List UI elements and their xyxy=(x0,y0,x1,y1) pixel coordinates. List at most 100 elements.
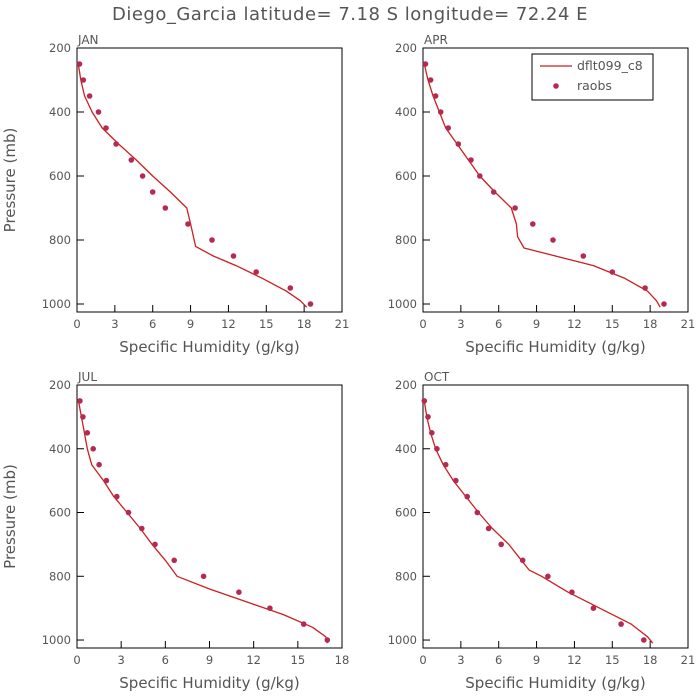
x-tick-label: 12 xyxy=(246,653,261,667)
obs-point xyxy=(139,525,145,532)
x-axis-title: Specific Humidity (g/kg) xyxy=(119,674,299,692)
obs-point xyxy=(445,125,452,131)
obs-point xyxy=(580,253,587,259)
legend: dflt099_c8 raobs xyxy=(531,53,654,101)
obs-point xyxy=(149,189,156,195)
x-tick-label: 0 xyxy=(73,653,80,667)
obs-point xyxy=(90,446,96,452)
obs-point xyxy=(442,461,449,468)
y-tick-label: 200 xyxy=(395,378,417,392)
x-tick-label: 0 xyxy=(73,317,80,331)
panel-jul: JUL 0 3 6 9 12 15 18 200 400 600 800 1000 Specific Hu… xyxy=(1,370,349,692)
x-tick-label: 3 xyxy=(111,317,118,331)
y-tick-label: 1000 xyxy=(388,633,417,647)
obs-point xyxy=(590,605,597,611)
x-tick-label: 6 xyxy=(495,653,502,667)
obs-point xyxy=(485,525,492,532)
x-tick-label: 6 xyxy=(162,653,169,667)
y-tick-label: 800 xyxy=(395,569,417,583)
obs-point xyxy=(434,446,440,452)
obs-point xyxy=(84,430,91,436)
obs-point xyxy=(468,157,474,163)
x-axis-title: Specific Humidity (g/kg) xyxy=(465,338,645,356)
y-tick-label: 200 xyxy=(49,41,71,55)
x-tick-label: 0 xyxy=(419,653,426,667)
y-tick-label: 400 xyxy=(49,442,71,456)
legend-box xyxy=(531,53,654,101)
obs-point xyxy=(429,430,435,436)
y-tick-label: 800 xyxy=(49,569,71,583)
x-tick-label: 18 xyxy=(335,653,350,667)
obs-point xyxy=(253,269,259,275)
obs-point xyxy=(152,541,158,548)
plot-frame xyxy=(76,384,343,649)
obs-point xyxy=(103,125,109,131)
panel-label: JAN xyxy=(77,33,99,47)
y-tick-label: 800 xyxy=(395,233,417,247)
plot-frame xyxy=(422,384,689,649)
obs-point xyxy=(287,285,294,291)
x-tick-label: 21 xyxy=(681,317,696,331)
figure-title: Diego_Garcia latitude= 7.18 S longitude=… xyxy=(112,4,588,25)
y-tick-label: 800 xyxy=(49,233,71,247)
y-tick-label: 400 xyxy=(49,105,71,119)
obs-point xyxy=(171,557,177,564)
legend-label-model: dflt099_c8 xyxy=(577,58,643,73)
obs-point xyxy=(114,493,120,500)
plot-frame xyxy=(76,47,343,313)
panel-oct: OCT 0 3 6 9 12 15 18 21 200 400 600 800 1000 Specific … xyxy=(388,370,696,692)
obs-point xyxy=(96,461,102,468)
obs-point xyxy=(103,477,110,484)
y-tick-label: 600 xyxy=(395,169,417,183)
panel-jan: JAN 0 3 6 9 12 15 18 21 200 400 600 800 1000 Specific … xyxy=(1,33,349,356)
obs-point xyxy=(200,573,207,580)
obs-point xyxy=(550,237,556,243)
obs-point xyxy=(422,61,429,67)
obs-point xyxy=(432,93,439,99)
obs-point xyxy=(618,621,624,627)
obs-point xyxy=(209,237,215,243)
x-axis-title: Specific Humidity (g/kg) xyxy=(465,674,645,692)
obs-point xyxy=(512,205,518,211)
obs-point xyxy=(125,509,132,516)
obs-point xyxy=(128,157,135,163)
x-axis-title: Specific Humidity (g/kg) xyxy=(119,338,299,356)
y-tick-label: 200 xyxy=(395,41,417,55)
obs-point xyxy=(569,589,575,595)
obs-point xyxy=(162,205,169,211)
obs-point xyxy=(498,541,505,548)
x-tick-label: 9 xyxy=(187,317,194,331)
obs-point xyxy=(139,173,146,179)
x-tick-label: 6 xyxy=(149,317,156,331)
obs-point xyxy=(185,221,191,227)
obs-point xyxy=(300,621,307,627)
y-tick-label: 600 xyxy=(49,169,71,183)
obs-point xyxy=(421,398,428,404)
y-tick-label: 600 xyxy=(395,506,417,520)
obs-point xyxy=(113,141,119,147)
y-tick-label: 1000 xyxy=(42,297,71,311)
obs-point xyxy=(530,221,536,227)
obs-point xyxy=(642,285,648,291)
obs-point xyxy=(609,269,616,275)
x-tick-label: 12 xyxy=(567,653,582,667)
obs-point xyxy=(641,637,647,643)
x-tick-label: 12 xyxy=(567,317,582,331)
obs-point xyxy=(86,93,93,99)
panel-label: OCT xyxy=(424,370,450,384)
obs-point xyxy=(77,398,83,404)
obs-point xyxy=(267,605,273,611)
x-tick-label: 0 xyxy=(419,317,426,331)
x-tick-label: 21 xyxy=(335,317,350,331)
obs-point xyxy=(76,61,83,67)
obs-point xyxy=(236,589,242,595)
legend-marker-swatch xyxy=(553,83,559,89)
obs-point xyxy=(453,477,459,484)
plot-frame xyxy=(422,47,689,313)
x-tick-label: 3 xyxy=(457,317,464,331)
y-tick-label: 600 xyxy=(49,506,71,520)
obs-point xyxy=(490,189,497,195)
obs-point xyxy=(324,637,331,643)
x-tick-label: 6 xyxy=(495,317,502,331)
